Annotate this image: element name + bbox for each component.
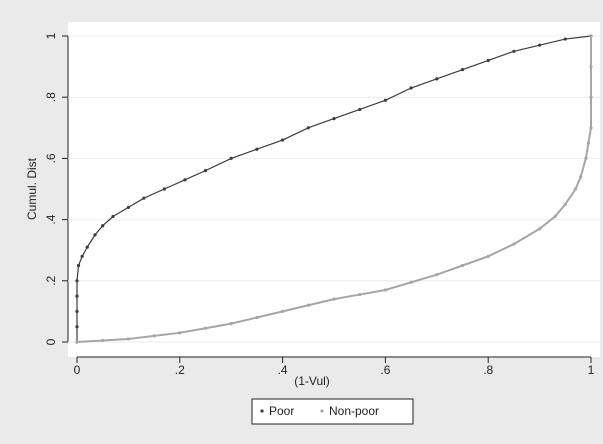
y-tick-label: 1	[44, 32, 58, 39]
legend-label: Poor	[269, 404, 294, 418]
point	[75, 294, 79, 298]
x-tick-label: .4	[278, 363, 288, 377]
point	[409, 280, 413, 284]
point	[75, 325, 79, 329]
point	[589, 34, 593, 38]
y-axis-label: Cumul. Dist	[25, 157, 39, 220]
point	[255, 315, 259, 320]
point	[306, 126, 310, 130]
point	[435, 273, 439, 277]
x-tick-label: 1	[588, 363, 595, 377]
point	[553, 214, 557, 219]
point	[75, 279, 79, 283]
point	[589, 126, 593, 130]
y-tick-label: .2	[44, 275, 58, 285]
point	[512, 49, 516, 53]
point	[281, 309, 285, 313]
point	[435, 77, 439, 81]
x-tick-label: .8	[483, 363, 493, 377]
legend-box	[251, 398, 414, 425]
point	[332, 297, 336, 301]
y-tick-label: .4	[44, 214, 58, 224]
point	[152, 334, 156, 338]
point	[586, 141, 591, 145]
point	[281, 138, 285, 142]
point	[162, 187, 166, 191]
point	[538, 227, 542, 231]
point	[332, 117, 336, 121]
point	[111, 214, 115, 219]
point	[358, 107, 362, 112]
point	[126, 337, 130, 341]
point	[255, 147, 259, 151]
point	[142, 196, 146, 200]
point	[93, 233, 97, 237]
point	[229, 156, 233, 160]
point	[383, 98, 387, 102]
point	[183, 178, 187, 182]
point	[203, 169, 208, 173]
x-axis-label: (1-Vul)	[294, 374, 330, 388]
point	[460, 68, 465, 72]
point	[80, 254, 84, 258]
x-tick-label: .2	[175, 363, 185, 377]
point	[563, 202, 567, 206]
x-tick-label: 0	[74, 363, 81, 377]
point	[75, 309, 79, 313]
point	[75, 340, 79, 344]
x-tick-label: .6	[380, 363, 390, 377]
point	[101, 338, 105, 343]
y-tick-label: .8	[44, 92, 58, 102]
y-tick-label: 0	[44, 338, 58, 345]
point	[460, 263, 465, 268]
plot-area	[68, 22, 600, 357]
point	[383, 288, 387, 292]
point	[486, 58, 490, 63]
point	[85, 245, 89, 249]
point	[178, 331, 182, 335]
point	[126, 205, 130, 209]
point	[409, 86, 413, 90]
point	[76, 263, 81, 268]
legend-marker	[260, 409, 264, 413]
point	[306, 303, 310, 307]
point	[573, 187, 578, 191]
point	[101, 224, 105, 228]
legend-label: Non-poor	[329, 404, 379, 418]
point	[589, 65, 593, 69]
point	[538, 43, 542, 47]
point	[512, 242, 516, 246]
y-tick-label: .6	[44, 153, 58, 163]
point	[229, 322, 233, 326]
point	[579, 175, 583, 179]
point	[358, 292, 362, 297]
point	[203, 326, 208, 330]
point	[563, 37, 567, 41]
point	[589, 95, 593, 99]
legend-marker	[320, 409, 324, 413]
point	[584, 156, 588, 160]
point	[486, 254, 490, 258]
